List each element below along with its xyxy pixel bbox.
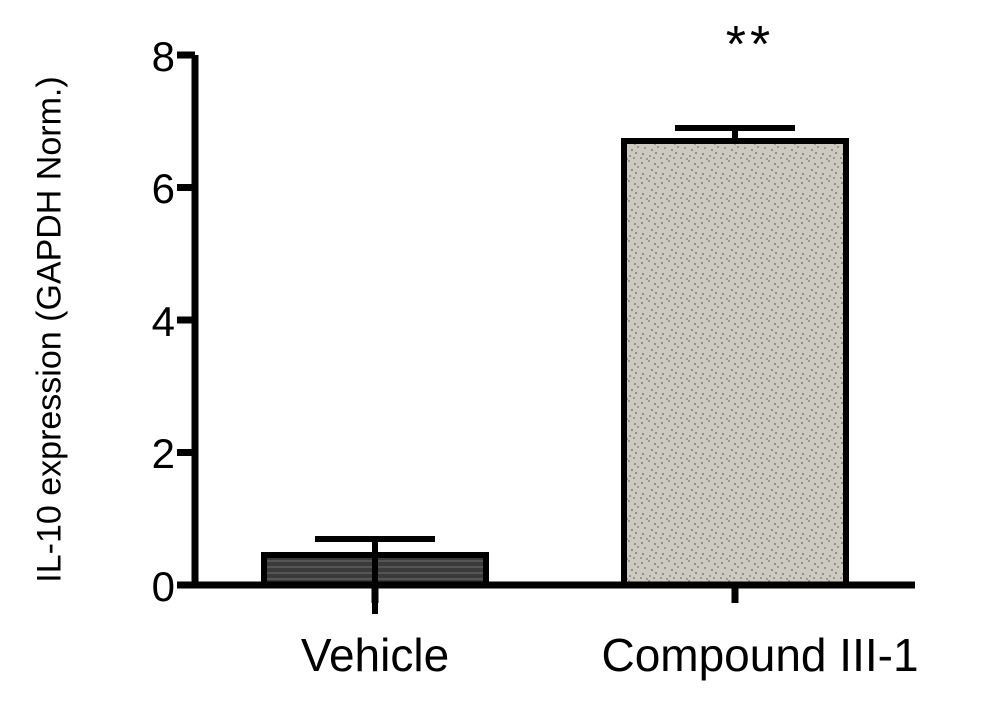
significance-annotation: **: [650, 15, 850, 75]
y-tick-label: 4: [145, 298, 175, 346]
y-tick-label: 6: [145, 165, 175, 213]
y-tick-label: 0: [145, 563, 175, 611]
x-category-label: Compound III-1: [560, 628, 960, 682]
bar-chart-figure: IL-10 expression (GAPDH Norm.) 0 2 4 6 8…: [0, 0, 981, 714]
x-category-label: Vehicle: [200, 628, 550, 682]
y-tick-label: 2: [145, 430, 175, 478]
y-tick-label: 8: [145, 33, 175, 81]
bar-compound: [624, 141, 846, 585]
y-axis-label: IL-10 expression (GAPDH Norm.): [31, 50, 70, 610]
